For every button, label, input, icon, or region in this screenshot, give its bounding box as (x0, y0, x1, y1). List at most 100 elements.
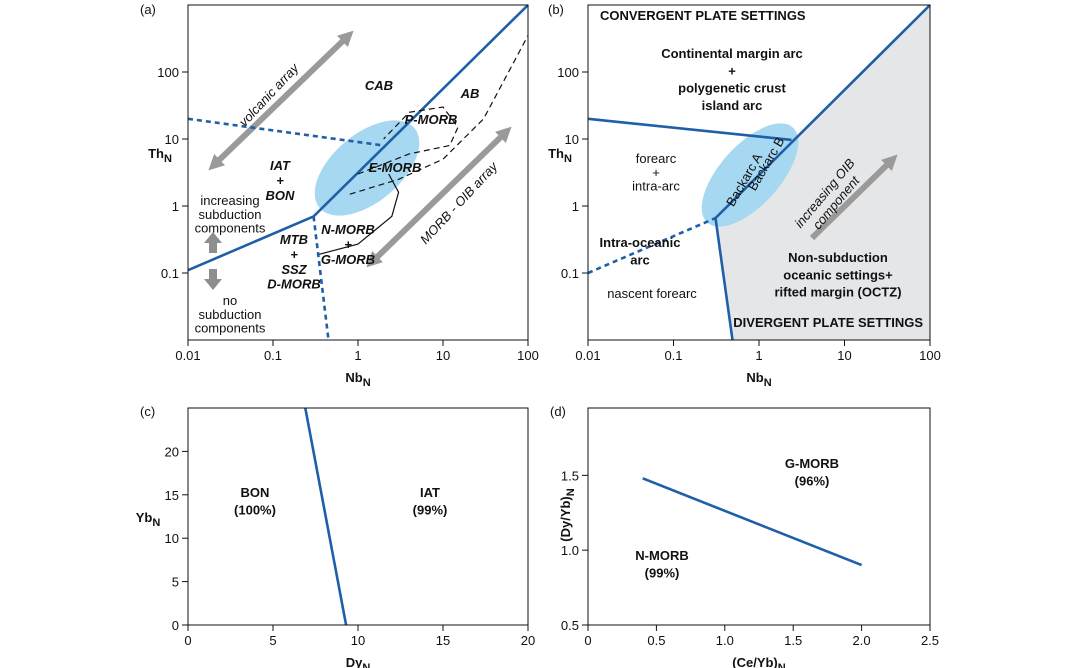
y-tick-label: 10 (565, 132, 579, 147)
annotation: AB (460, 86, 480, 101)
y-tick-label: 5 (172, 575, 179, 590)
annotation-line: arc (630, 252, 650, 267)
line (642, 477, 863, 567)
annotation: DIVERGENT PLATE SETTINGS (733, 315, 923, 330)
x-tick-label: 1.5 (784, 633, 802, 648)
annotation-line: BON (241, 485, 270, 500)
line (587, 117, 792, 142)
x-tick-label: 0 (584, 633, 591, 648)
trend-arrow (208, 30, 354, 171)
panel-label: (a) (140, 2, 156, 17)
annotation-line: AB (460, 86, 480, 101)
annotation-line: BON (266, 188, 296, 203)
y-tick-label: 100 (557, 65, 579, 80)
annotation-line: + (344, 237, 352, 252)
x-axis-label-sub: N (764, 377, 772, 389)
x-tick-label: 10 (837, 348, 851, 363)
line (357, 106, 459, 175)
x-tick-label: 10 (436, 348, 450, 363)
annotation-line: DIVERGENT PLATE SETTINGS (733, 315, 923, 330)
annotation-line: polygenetic crust (678, 81, 786, 96)
annotation-line: intra-arc (632, 179, 680, 194)
annotation: N-MORB + G-MORB (321, 222, 375, 267)
x-axis-label-main: Nb (746, 370, 763, 385)
x-tick-label: 2.0 (853, 633, 871, 648)
annotation-line: Intra-oceanic (600, 235, 681, 250)
plot-frame (587, 407, 931, 626)
annotation-line: nascent forearc (607, 286, 697, 301)
x-axis-label-main: (Ce/Yb) (732, 655, 778, 668)
annotation-line: IAT (420, 485, 440, 500)
x-tick-label: 0.1 (264, 348, 282, 363)
y-axis-label-sub: N (152, 517, 160, 529)
y-tick-label: 0 (172, 618, 179, 633)
annotation: G-MORB (96%) (785, 456, 839, 488)
annotation-line: + (652, 165, 660, 180)
x-tick-label: 100 (517, 348, 539, 363)
line (187, 117, 384, 147)
annotation: increasing subduction components (195, 193, 266, 236)
y-tick-label: 0.5 (561, 618, 579, 633)
y-axis-label-sub: N (565, 488, 577, 496)
annotation-line: volcanic array (236, 59, 303, 129)
field-ellipse (701, 123, 799, 227)
annotation-line: forearc (636, 151, 677, 166)
annotation-line: N-MORB (321, 222, 374, 237)
y-axis-label: (Dy/Yb)N (558, 488, 577, 542)
panel-label: (d) (550, 404, 566, 419)
y-tick-label: 100 (157, 65, 179, 80)
annotation-line: IAT (270, 158, 291, 173)
y-axis-label-sub: N (564, 153, 572, 165)
annotation: nascent forearc (607, 286, 697, 301)
annotation-line: subduction (199, 207, 262, 222)
annotation-line: N-MORB (635, 548, 688, 563)
annotation-line: G-MORB (321, 252, 375, 267)
y-tick-label: 1 (572, 199, 579, 214)
panel-label: (c) (140, 404, 155, 419)
y-axis-label-main: (Dy/Yb) (558, 496, 573, 542)
y-tick-label: 20 (165, 444, 179, 459)
y-axis-label: ThN (148, 146, 172, 165)
x-tick-label: 10 (351, 633, 365, 648)
annotation: E-MORB (369, 160, 422, 175)
annotation: IAT (99%) (413, 485, 448, 517)
x-tick-label: 20 (521, 633, 535, 648)
annotation-line: increasing (200, 193, 259, 208)
annotation-line: Continental margin arc (661, 46, 803, 61)
x-tick-label: 100 (919, 348, 941, 363)
annotation-line: + (290, 247, 298, 262)
annotation-line: CAB (365, 78, 393, 93)
y-axis-label: ThN (548, 146, 572, 165)
x-axis-label-main: Nb (345, 370, 362, 385)
x-tick-label: 0.01 (575, 348, 600, 363)
panel-label: (b) (548, 2, 564, 17)
x-axis-label-sub: N (362, 662, 370, 668)
y-axis-label: YbN (136, 510, 161, 529)
annotation-line: E-MORB (369, 160, 422, 175)
annotation-line: components (195, 221, 266, 236)
annotation: MTB + SSZ D-MORB (267, 232, 320, 292)
up-arrow (204, 232, 222, 253)
x-axis-label: (Ce/Yb)N (732, 655, 786, 668)
x-axis-label-main: Dy (346, 655, 363, 668)
x-axis-label: NbN (746, 370, 771, 389)
decorations (204, 30, 898, 290)
x-tick-label: 1 (354, 348, 361, 363)
annotation-line: MTB (280, 232, 308, 247)
y-tick-label: 10 (165, 132, 179, 147)
annotation: IAT + BON (266, 158, 296, 203)
x-tick-label: 0.01 (175, 348, 200, 363)
annotation: BON (100%) (234, 485, 276, 517)
area (715, 5, 930, 340)
lines (182, 4, 931, 631)
annotation-line: Non-subduction (788, 250, 888, 265)
annotation-line: no (223, 293, 237, 308)
annotation-line: (99%) (413, 502, 448, 517)
annotation: forearc + intra-arc (632, 151, 680, 194)
annotation-line: (99%) (645, 565, 680, 580)
annotation: CAB (365, 78, 393, 93)
x-tick-label: 0.5 (647, 633, 665, 648)
y-axis-label-sub: N (164, 153, 172, 165)
y-axis-label-main: Yb (136, 510, 153, 525)
x-tick-label: 1.0 (716, 633, 734, 648)
